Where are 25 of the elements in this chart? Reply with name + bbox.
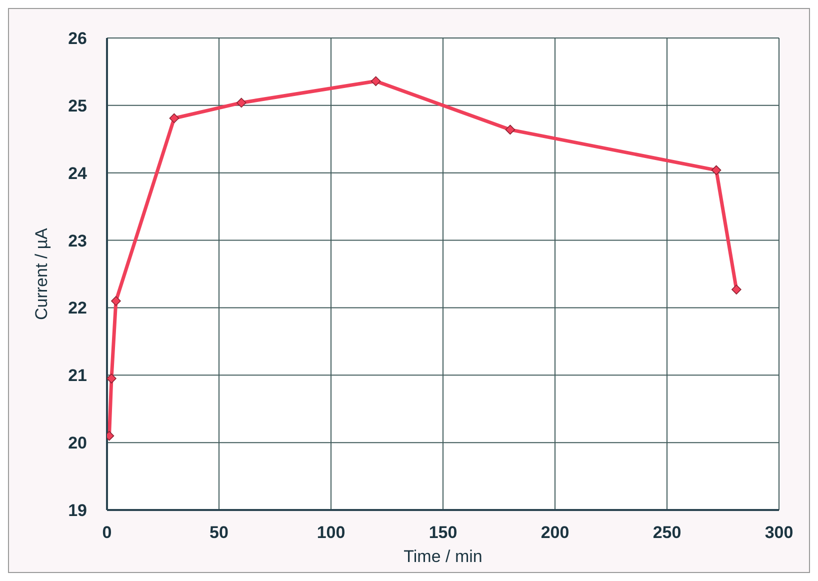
y-tick-label: 19	[68, 501, 87, 520]
x-tick-label: 150	[428, 523, 458, 542]
point	[236, 98, 246, 108]
x-tick-label: 200	[540, 523, 570, 542]
point	[505, 124, 516, 135]
x-tick-label: 300	[764, 523, 794, 542]
y-tick-label: 26	[68, 29, 87, 48]
y-tick-label: 20	[68, 434, 87, 453]
y-axis-title: Current / µA	[32, 227, 52, 320]
point	[732, 284, 742, 294]
y-tick-label: 25	[68, 96, 87, 116]
y-tick-label: 22	[68, 298, 87, 318]
point	[111, 296, 121, 306]
y-tick-label: 21	[68, 366, 87, 386]
point	[107, 374, 116, 384]
point	[711, 165, 722, 176]
x-tick-label: 0	[102, 523, 112, 542]
y-tick-label: 24	[68, 164, 88, 183]
x-tick-label: 100	[316, 523, 346, 542]
point	[370, 76, 381, 86]
point	[169, 113, 180, 124]
x-axis-title: Time / min	[404, 547, 482, 566]
x-tick-label: 50	[210, 523, 228, 542]
y-tick-label: 23	[68, 231, 87, 250]
x-tick-label: 250	[652, 523, 682, 542]
